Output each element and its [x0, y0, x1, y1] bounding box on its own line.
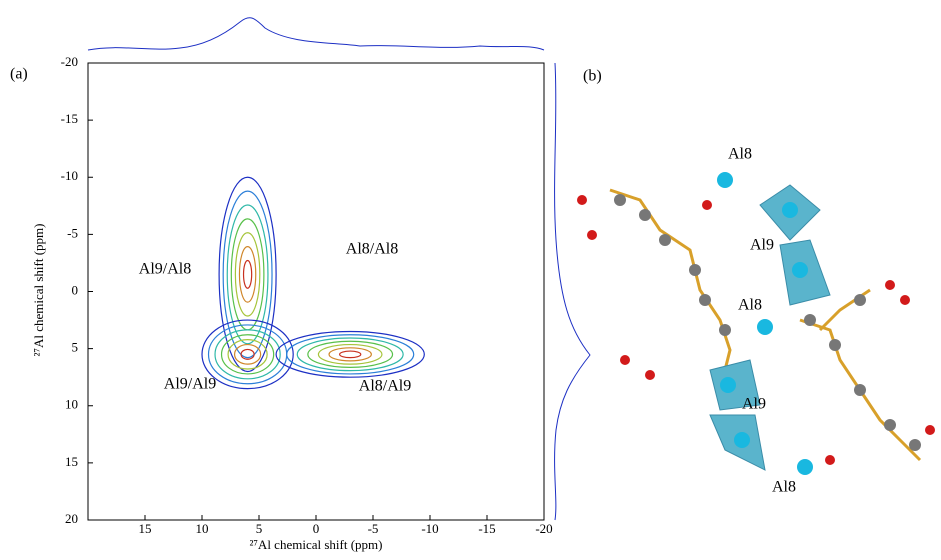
- contour-level: [275, 330, 425, 378]
- contour-level: [230, 218, 265, 331]
- contour-level: [220, 334, 275, 375]
- x-tick-label: -15: [478, 521, 495, 536]
- contour-level: [214, 329, 281, 380]
- annotation: Al8/Al9: [359, 378, 411, 395]
- y-tick-label: -15: [61, 111, 78, 126]
- contour-group: [201, 176, 425, 390]
- annotation: Al8/Al8: [346, 241, 398, 258]
- top-projection: [87, 17, 545, 51]
- x-tick-label: -10: [421, 521, 438, 536]
- contour-level: [240, 348, 255, 360]
- atom-label: Al8: [728, 146, 752, 163]
- x-tick-label: 5: [256, 521, 263, 536]
- y-tick-label: -10: [61, 168, 78, 183]
- y-tick-label: 0: [72, 282, 79, 297]
- x-tick-label: 0: [313, 521, 320, 536]
- contour-level: [226, 204, 269, 345]
- contour-level: [222, 190, 273, 359]
- al-atoms: [717, 172, 813, 475]
- side-projection: [554, 62, 591, 521]
- x-tick-label: -5: [368, 521, 379, 536]
- panel-label: (a): [10, 66, 28, 83]
- contour-level: [233, 343, 262, 365]
- y-tick-label: 20: [65, 511, 78, 526]
- atom-label: Al8: [738, 297, 762, 314]
- contour-level: [317, 343, 383, 365]
- y-axis-label: ²⁷Al chemical shift (ppm): [31, 224, 46, 357]
- annotation: Al9/Al8: [139, 261, 191, 278]
- x-tick-label: 10: [196, 521, 209, 536]
- x-tick-label: 15: [139, 521, 152, 536]
- x-axis-label: ²⁷Al chemical shift (ppm): [250, 537, 383, 552]
- contour-level: [286, 334, 415, 375]
- atom-label: Al9: [742, 396, 766, 413]
- y-tick-label: 5: [72, 340, 79, 355]
- atom-label: Al9: [750, 237, 774, 254]
- x-tick-label: -20: [535, 521, 552, 536]
- panel-label: (b): [583, 68, 602, 85]
- y-tick-label: -5: [67, 225, 78, 240]
- structure: (b) Al8 Al9 Al8 Al9 Al8: [577, 68, 935, 496]
- contour-level: [227, 339, 268, 370]
- atom-label: Al8: [772, 479, 796, 496]
- contour-level: [238, 246, 257, 303]
- contour-level: [328, 347, 372, 362]
- annotation: Al9/Al9: [164, 376, 216, 393]
- contour-level: [296, 337, 404, 372]
- contour-level: [307, 340, 394, 368]
- oxygen-atoms: [577, 195, 935, 465]
- contour-level: [339, 350, 362, 359]
- y-tick-label: -20: [61, 54, 78, 69]
- contour-level: [218, 176, 277, 373]
- y-tick-label: 15: [65, 454, 78, 469]
- contour-level: [207, 324, 288, 385]
- contour-level: [242, 259, 253, 289]
- y-tick-label: 10: [65, 397, 78, 412]
- contour-level: [201, 319, 294, 390]
- plot-frame: [87, 62, 545, 521]
- contour-level: [234, 232, 261, 317]
- atoms: [614, 194, 921, 451]
